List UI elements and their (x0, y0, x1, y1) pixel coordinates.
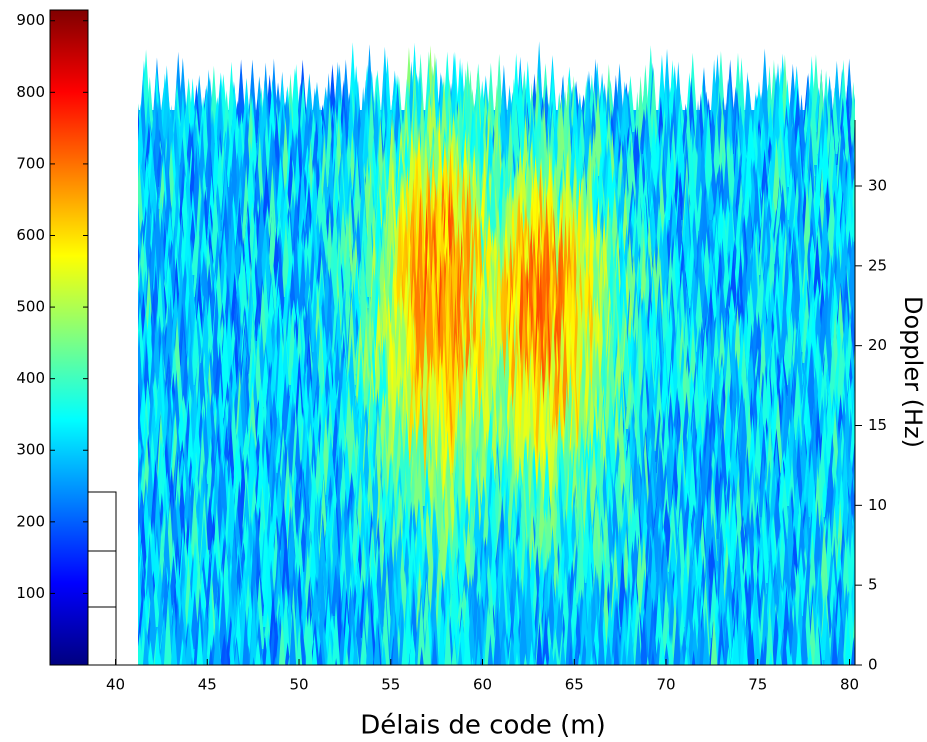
surface-spike (812, 234, 823, 308)
surface-spike (717, 101, 728, 187)
surface-spike (138, 516, 140, 539)
surface-spike (127, 523, 137, 572)
surface-spike (138, 382, 139, 385)
surface-spike (154, 372, 165, 451)
surface-spike (127, 83, 137, 154)
surface-spike (280, 528, 291, 605)
surface (126, 41, 855, 665)
surface-spike (127, 227, 137, 286)
surface-spike (152, 481, 163, 561)
surface-spike (138, 172, 140, 187)
surface-spike (364, 195, 375, 297)
surface-spike (138, 508, 140, 528)
surface-spike (138, 608, 140, 616)
surface-spike (128, 433, 138, 517)
surface-spike (138, 224, 139, 231)
surface-spike (449, 561, 460, 649)
surface-spike (128, 251, 138, 319)
surface-spike (138, 616, 139, 627)
surface-spike (297, 159, 308, 242)
surface-spike (126, 612, 136, 649)
surface-spike (687, 446, 698, 528)
surface-spike (138, 190, 140, 198)
surface-spike (128, 464, 138, 506)
surface-spike (138, 218, 139, 220)
surface-spike (138, 565, 140, 583)
surface-spike (138, 270, 139, 275)
surface-spike (138, 366, 139, 374)
surface-spike (138, 195, 139, 209)
surface-spike (261, 164, 272, 231)
surface-spike (127, 258, 137, 297)
surface-spike (138, 448, 139, 451)
surface-spike (722, 499, 733, 583)
surface-spike (138, 656, 139, 660)
surface-spike (138, 427, 139, 429)
surface-spike (703, 111, 714, 198)
surface-spike (324, 280, 335, 363)
surface-spike (127, 259, 137, 341)
surface-spike (127, 397, 137, 462)
surface-spike (128, 169, 138, 242)
surface-spike (185, 338, 196, 418)
surface-spike (163, 300, 174, 385)
surface-spike (127, 366, 137, 407)
surface-spike (138, 247, 139, 253)
surface-spike (126, 99, 136, 176)
surface-spike (138, 466, 140, 484)
surface-spike (127, 357, 137, 440)
